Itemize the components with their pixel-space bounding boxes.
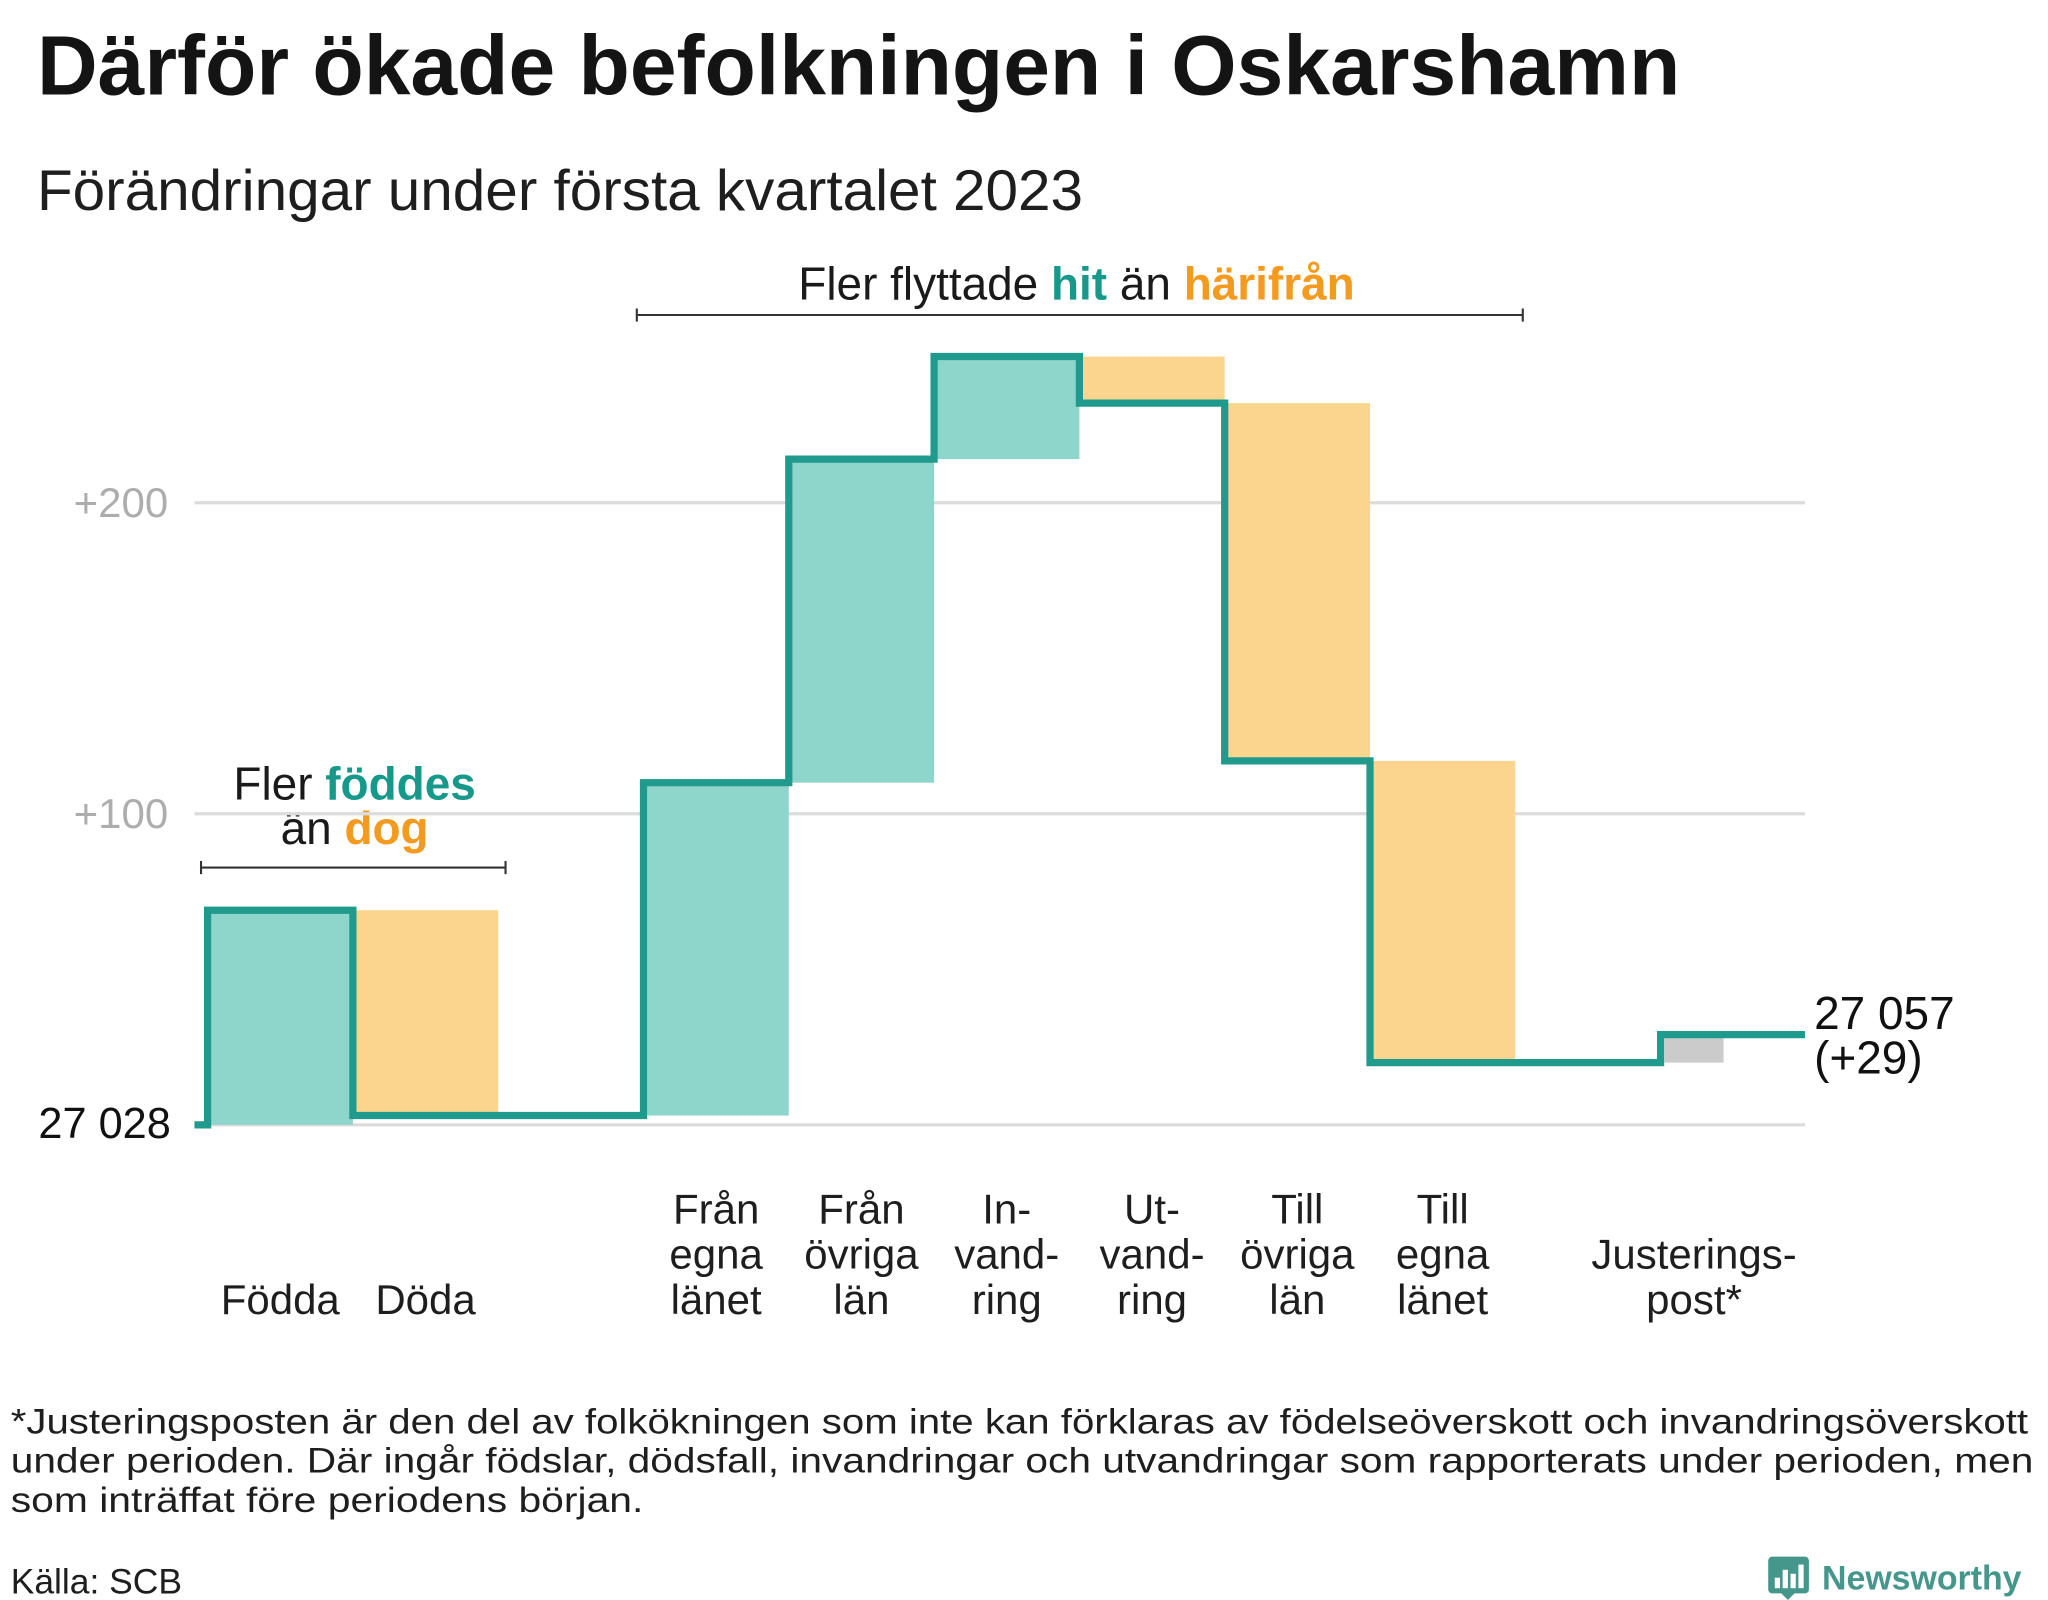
migration-annotation-text: Fler flyttade hit än härifrån	[798, 257, 1354, 309]
migration-annotation-prefix: Fler flyttade	[798, 257, 1038, 309]
migration-annotation: Fler flyttade hit än härifrån	[635, 257, 1524, 322]
births-annotation: Fler föddes än dog	[199, 757, 507, 875]
x-tick-label: Ut-vand-ring	[1100, 1185, 1205, 1323]
logo-icon-bar	[1798, 1564, 1804, 1589]
migration-annotation-out-word: härifrån	[1184, 257, 1355, 309]
births-bracket	[199, 861, 507, 875]
bar	[788, 459, 935, 783]
x-tick-label-line: ring	[1117, 1276, 1187, 1323]
births-annotation-prefix: Fler	[233, 757, 312, 809]
migration-bracket	[635, 308, 1524, 322]
start-value-label: 27 028	[38, 1100, 170, 1148]
x-tick-label-line: In-	[982, 1185, 1031, 1232]
x-tick-label: Till övriga län	[1240, 1185, 1355, 1323]
births-annotation-died-word: dog	[344, 802, 428, 854]
chart-title: Därför ökade befolkningen i Oskarshamn	[37, 19, 1680, 113]
footnote-line: *Justeringsposten är den del av folkökni…	[11, 1401, 2029, 1441]
bar	[1079, 356, 1225, 404]
logo-icon-pointer	[1780, 1592, 1796, 1600]
x-tick-label-line: Ut-	[1124, 1185, 1180, 1232]
footnote: *Justeringsposten är den del av folkökni…	[11, 1401, 2034, 1520]
step-line-layer	[194, 352, 1805, 1129]
chart-subtitle: Förändringar under första kvartalet 2023	[37, 159, 1083, 223]
x-tick-label: Justerings-post*	[1591, 1231, 1796, 1323]
x-tick-label-line: Från	[673, 1185, 759, 1232]
y-axis-tick-labels: +100 +200	[74, 479, 169, 837]
bar	[352, 910, 499, 1116]
x-tick-label: Från övriga län	[804, 1185, 919, 1323]
footnote-line: som inträffat före periodens början.	[11, 1480, 644, 1520]
newsworthy-logo: Newsworthy	[1768, 1556, 2022, 1600]
x-tick-label-line: egna	[669, 1231, 763, 1278]
x-tick-label-line: post*	[1646, 1276, 1742, 1323]
x-tick-label-line: länet	[671, 1276, 762, 1323]
bar	[1224, 403, 1370, 761]
bar	[1369, 760, 1516, 1063]
bar	[207, 910, 353, 1125]
x-tick-label-line: Födda	[221, 1276, 341, 1323]
x-tick-label-line: övriga	[804, 1231, 919, 1278]
x-tick-label: Till egna länet	[1396, 1185, 1490, 1323]
bar	[643, 782, 789, 1116]
x-tick-label-line: Till	[1417, 1185, 1469, 1232]
migration-annotation-middle: än	[1120, 257, 1171, 309]
x-tick-label-line: vand-	[1100, 1231, 1205, 1278]
births-annotation-line2: än dog	[281, 802, 429, 854]
cumulative-step-line	[194, 352, 1805, 1129]
x-tick-label-line: Till	[1271, 1185, 1323, 1232]
births-annotation-middle: än	[281, 802, 332, 854]
x-tick-label-line: län	[833, 1276, 889, 1323]
bar	[1664, 1034, 1724, 1063]
x-tick-label: Födda	[221, 1276, 341, 1323]
x-tick-label-line: län	[1269, 1276, 1325, 1323]
logo-icon-bar	[1790, 1573, 1796, 1589]
end-value-label: 27 057	[1814, 987, 1954, 1039]
x-tick-label-line: ring	[972, 1276, 1042, 1323]
gridlines	[194, 501, 1805, 1127]
births-annotation-born-word: föddes	[325, 757, 476, 809]
logo-icon-bar	[1774, 1577, 1781, 1589]
x-tick-label: In-vand-ring	[954, 1185, 1059, 1323]
x-tick-label-line: vand-	[954, 1231, 1059, 1278]
x-tick-label-line: länet	[1397, 1276, 1488, 1323]
x-tick-label-line: Döda	[375, 1276, 476, 1323]
y-tick-label: +100	[74, 790, 169, 837]
x-tick-label-line: egna	[1396, 1231, 1490, 1278]
migration-annotation-in-word: hit	[1051, 257, 1107, 309]
footnote-line: under perioden. Där ingår födslar, dödsf…	[11, 1441, 2034, 1481]
x-tick-label-line: övriga	[1240, 1231, 1355, 1278]
births-annotation-line1: Fler föddes	[233, 757, 475, 809]
bar	[934, 356, 1080, 460]
end-change-label: (+29)	[1814, 1032, 1922, 1084]
x-tick-label-line: Justerings-	[1591, 1231, 1796, 1278]
logo-icon-bar	[1782, 1569, 1788, 1589]
bars	[207, 356, 1724, 1125]
source-label: Källa: SCB	[11, 1561, 182, 1600]
x-tick-label: Från egna länet	[669, 1185, 763, 1323]
y-tick-label: +200	[74, 479, 169, 526]
newsworthy-chart-icon	[1768, 1556, 1809, 1600]
newsworthy-wordmark: Newsworthy	[1822, 1559, 2022, 1597]
x-tick-label-line: Från	[818, 1185, 904, 1232]
x-tick-label: Döda	[375, 1276, 476, 1323]
